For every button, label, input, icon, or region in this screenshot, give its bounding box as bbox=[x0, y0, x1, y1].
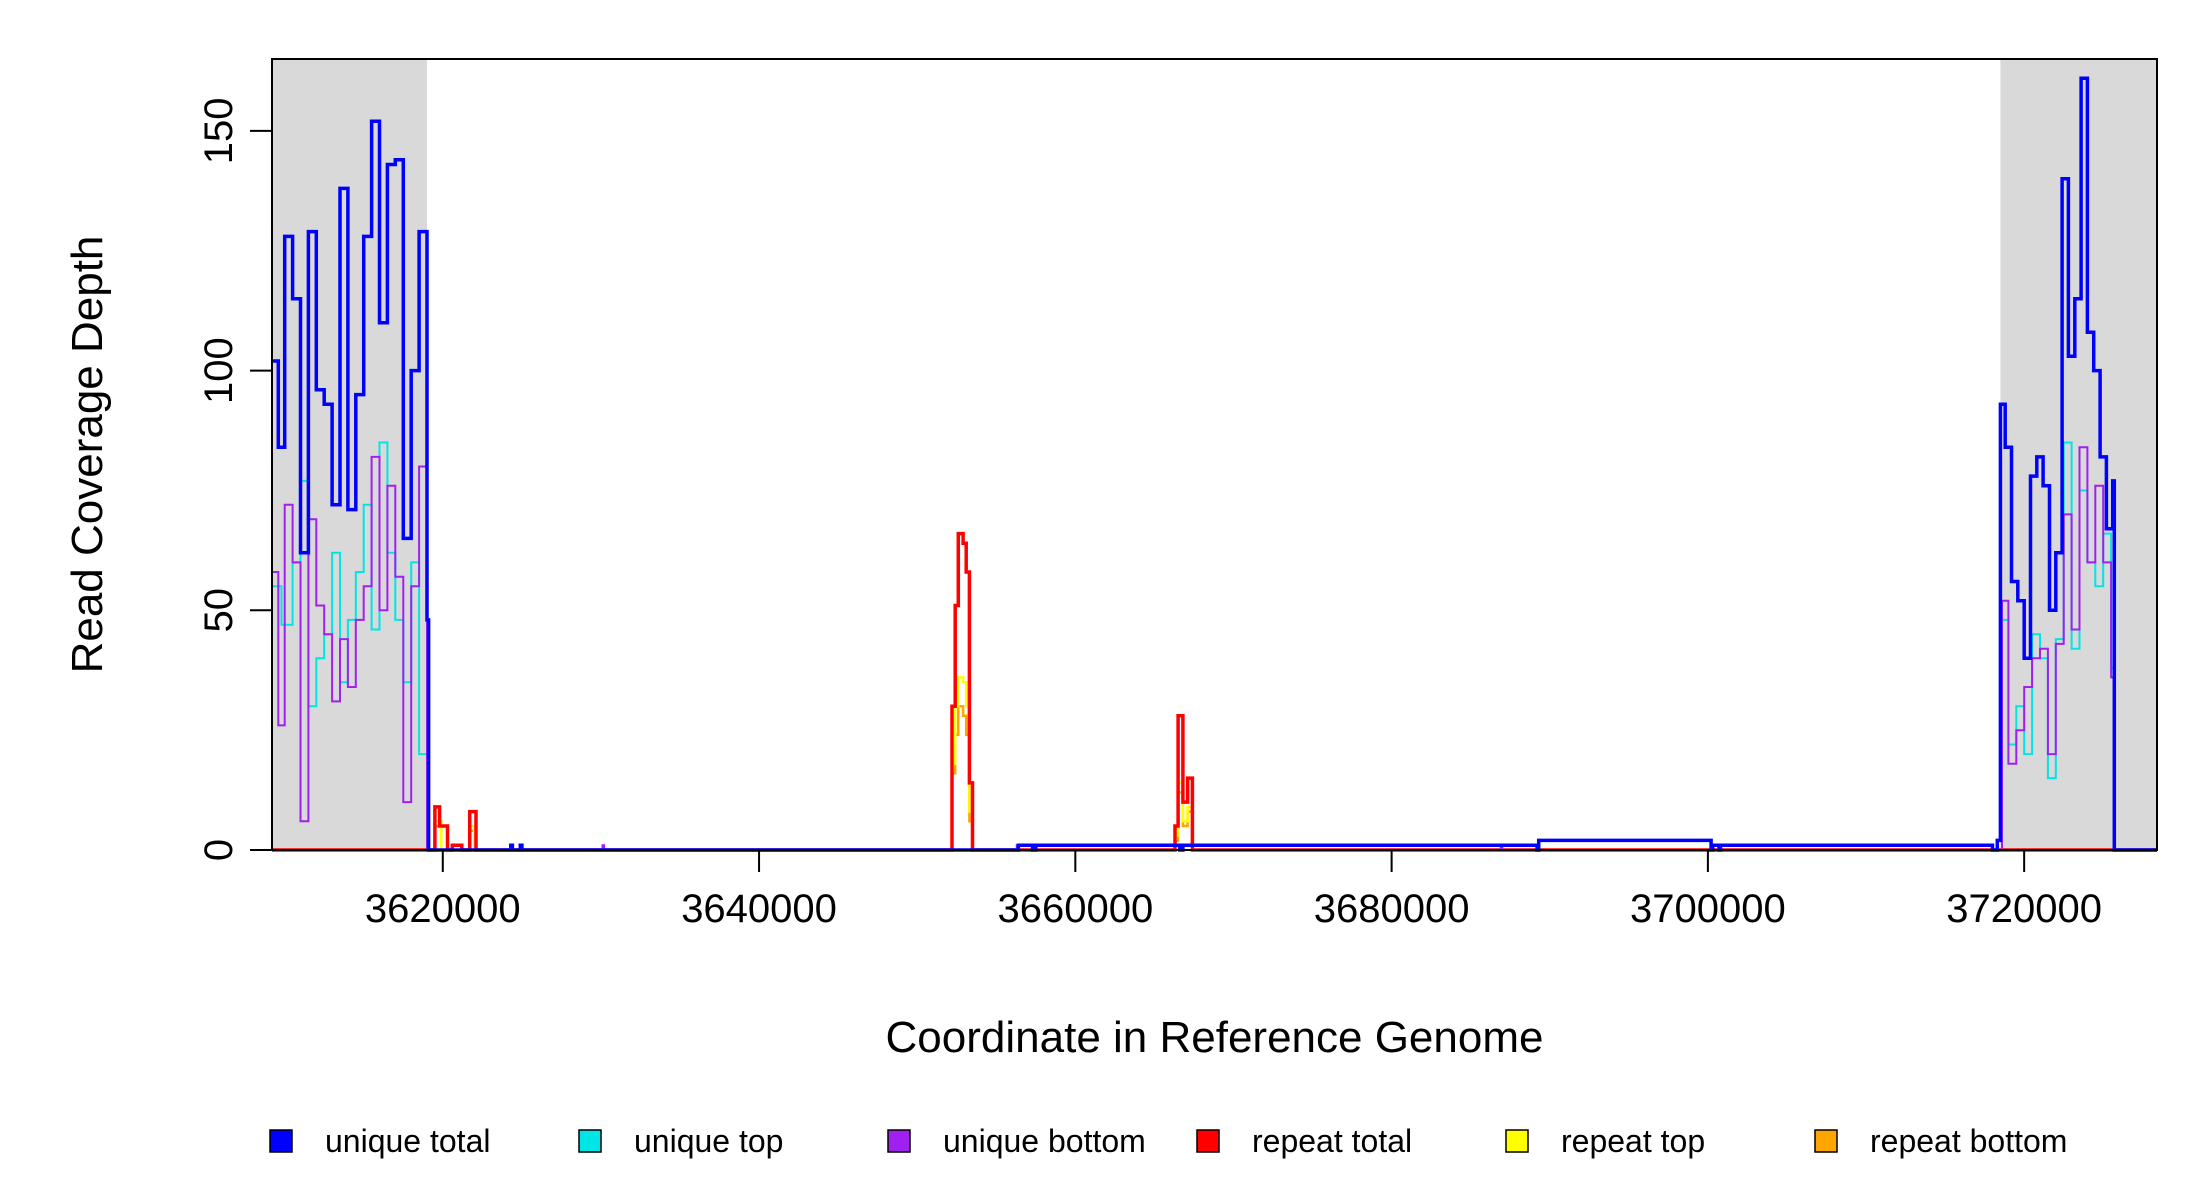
x-tick-label: 3620000 bbox=[365, 887, 521, 931]
legend-label: unique bottom bbox=[943, 1123, 1146, 1159]
legend-label: repeat total bbox=[1252, 1123, 1412, 1159]
legend-label: unique total bbox=[325, 1123, 490, 1159]
legend-swatch bbox=[887, 1129, 911, 1153]
y-tick-label: 150 bbox=[197, 98, 241, 165]
series-line-unique-total bbox=[272, 76, 2157, 852]
legend-swatch bbox=[1505, 1129, 1529, 1153]
y-tick-label: 50 bbox=[197, 588, 241, 633]
legend-swatch bbox=[1196, 1129, 1220, 1153]
series-lines bbox=[272, 76, 2157, 852]
series-line-unique-top bbox=[272, 441, 2157, 851]
y-tick-label: 0 bbox=[197, 839, 241, 861]
legend-label: repeat bottom bbox=[1870, 1123, 2067, 1159]
legend-swatch bbox=[1814, 1129, 1838, 1153]
x-axis: 3620000 3640000 3660000 3680000 3700000 37200… bbox=[365, 849, 2102, 931]
shaded-regions bbox=[272, 59, 2157, 850]
y-axis-title: Read Coverage Depth bbox=[63, 236, 112, 674]
x-tick-label: 3700000 bbox=[1630, 887, 1786, 931]
y-tick-label: 100 bbox=[197, 337, 241, 404]
x-tick-label: 3680000 bbox=[1314, 887, 1470, 931]
legend-swatch bbox=[269, 1129, 293, 1153]
series-line-repeat-total bbox=[272, 531, 2157, 852]
plot-frame bbox=[271, 58, 2158, 851]
series-line-unique-bottom bbox=[272, 446, 2157, 851]
legend-label: repeat top bbox=[1561, 1123, 1705, 1159]
legend: unique total unique top unique bottom repea… bbox=[269, 1123, 2067, 1159]
legend-swatch bbox=[578, 1129, 602, 1153]
series-line-repeat-bottom bbox=[272, 704, 2157, 852]
x-tick-label: 3640000 bbox=[681, 887, 837, 931]
series-line-repeat-top bbox=[272, 676, 2157, 852]
x-tick-label: 3720000 bbox=[1946, 887, 2102, 931]
legend-label: unique top bbox=[634, 1123, 783, 1159]
x-tick-label: 3660000 bbox=[997, 887, 1153, 931]
y-axis: 0 50 100 150 bbox=[197, 98, 273, 861]
x-axis-title: Coordinate in Reference Genome bbox=[886, 1013, 1544, 1062]
